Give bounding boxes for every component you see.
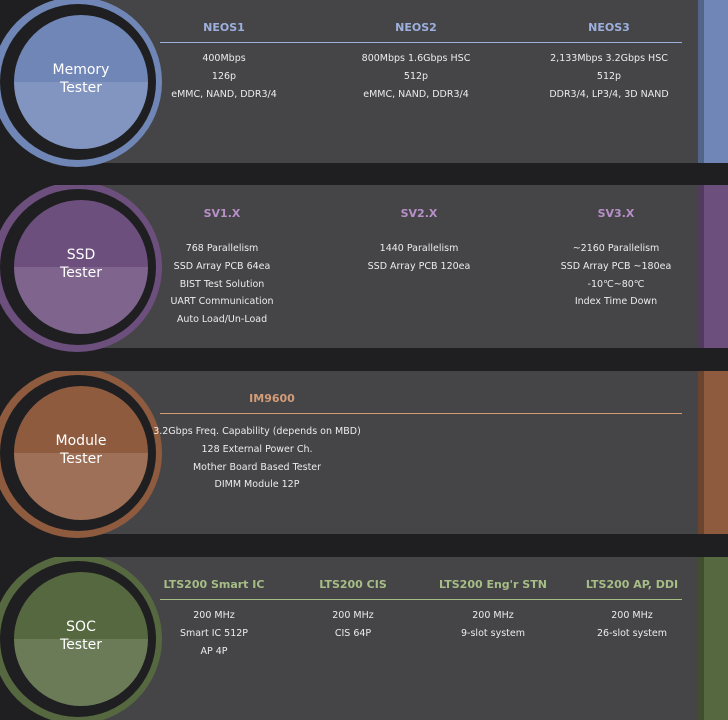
soc-tester-badge: SOC Tester <box>14 572 148 706</box>
spec-line: 200 MHz <box>472 610 514 621</box>
spec-line: Index Time Down <box>574 296 658 308</box>
lts200-smart-ic-column: LTS200 Smart IC 200 MHz Smart IC 512P AP… <box>139 576 289 660</box>
ssd-tester-panel <box>82 185 728 348</box>
ssd-tester-section: SSD Tester SV1.X 768 Parallelism SSD Arr… <box>0 185 728 371</box>
spec-line: BIST Test Solution <box>179 278 265 290</box>
neos2-column: NEOS2 800Mbps 1.6Gbps HSC 512p eMMC, NAN… <box>316 19 516 103</box>
spec-line: 128 External Power Ch. <box>201 443 313 455</box>
column-header: LTS200 CIS <box>319 578 387 591</box>
neos3-column: NEOS3 2,133Mbps 3.2Gbps HSC 512p DDR3/4,… <box>509 19 709 103</box>
badge-title-line2: Tester <box>60 80 102 96</box>
module-tester-panel <box>82 371 728 534</box>
lts200-cis-column: LTS200 CIS 200 MHz CIS 64P <box>278 576 428 643</box>
header-rule <box>160 413 682 414</box>
soc-accent-bar <box>698 557 728 720</box>
spec-line: 2,133Mbps 3.2Gbps HSC <box>550 53 668 64</box>
im9600-specs: 3.2Gbps Freq. Capability (depends on MBD… <box>142 423 372 494</box>
neos1-column: NEOS1 400Mbps 126p eMMC, NAND, DDR3/4 <box>124 19 324 103</box>
im9600-column: IM9600 <box>172 390 372 408</box>
spec-line: -10℃~80℃ <box>587 278 645 290</box>
spec-line: 512p <box>596 70 622 82</box>
module-accent-bar <box>698 371 728 534</box>
spec-line: 26-slot system <box>596 627 667 639</box>
soc-tester-panel <box>82 557 728 720</box>
spec-line: eMMC, NAND, DDR3/4 <box>363 88 469 100</box>
column-header: SV1.X <box>203 207 241 220</box>
badge-title-line2: Tester <box>60 265 102 281</box>
badge-title-line1: Memory <box>52 62 110 78</box>
badge-title-line1: SSD <box>66 247 96 263</box>
spec-line: 1440 Parallelism <box>379 243 459 254</box>
spec-line: SSD Array PCB 120ea <box>367 260 471 272</box>
spec-line: AP 4P <box>200 645 228 657</box>
spec-line: 768 Parallelism <box>185 243 259 254</box>
column-header: LTS200 AP, DDI <box>585 578 679 591</box>
module-tester-badge: Module Tester <box>14 386 148 520</box>
spec-line: ~2160 Parallelism <box>572 243 660 254</box>
badge-title-line2: Tester <box>60 451 102 467</box>
spec-line: DIMM Module 12P <box>214 479 300 491</box>
spec-line: 126p <box>211 70 237 82</box>
spec-line: Auto Load/Un-Load <box>176 314 268 326</box>
ssd-accent-bar <box>698 185 728 348</box>
spec-line: 3.2Gbps Freq. Capability (depends on MBD… <box>153 426 361 437</box>
column-header: IM9600 <box>249 392 295 405</box>
header-rule <box>160 42 682 43</box>
spec-line: CIS 64P <box>334 627 372 639</box>
memory-tester-badge: Memory Tester <box>14 15 148 149</box>
spec-line: 800Mbps 1.6Gbps HSC <box>361 53 471 64</box>
column-header: SV2.X <box>400 207 438 220</box>
badge-title-line1: Module <box>55 433 107 449</box>
spec-line: 9-slot system <box>461 627 525 639</box>
sv3-column: SV3.X ~2160 Parallelism SSD Array PCB ~1… <box>516 205 716 311</box>
spec-line: 512p <box>403 70 429 82</box>
spec-line: Smart IC 512P <box>179 627 249 639</box>
badge-title-line2: Tester <box>60 637 102 653</box>
spec-line: 200 MHz <box>193 610 235 621</box>
ssd-tester-badge: SSD Tester <box>14 200 148 334</box>
module-tester-section: Module Tester IM9600 3.2Gbps Freq. Capab… <box>0 371 728 557</box>
column-header: NEOS1 <box>203 21 245 34</box>
memory-tester-section: Memory Tester NEOS1 400Mbps 126p eMMC, N… <box>0 0 728 185</box>
badge-title-line1: SOC <box>66 619 96 635</box>
spec-line: eMMC, NAND, DDR3/4 <box>171 88 277 100</box>
spec-line: 200 MHz <box>611 610 653 621</box>
column-header: LTS200 Eng'r STN <box>439 578 547 591</box>
lts200-ap-ddi-column: LTS200 AP, DDI 200 MHz 26-slot system <box>557 576 707 643</box>
soc-tester-section: SOC Tester LTS200 Smart IC 200 MHz Smart… <box>0 557 728 720</box>
header-rule <box>160 599 682 600</box>
spec-line: DDR3/4, LP3/4, 3D NAND <box>549 88 669 100</box>
column-header: SV3.X <box>597 207 635 220</box>
memory-accent-bar <box>698 0 728 163</box>
column-header: LTS200 Smart IC <box>163 578 265 591</box>
sv2-column: SV2.X 1440 Parallelism SSD Array PCB 120… <box>319 205 519 276</box>
column-header: NEOS2 <box>395 21 437 34</box>
spec-line: 400Mbps <box>202 53 246 64</box>
column-header: NEOS3 <box>588 21 630 34</box>
memory-tester-panel <box>82 0 728 163</box>
spec-line: 200 MHz <box>332 610 374 621</box>
spec-line: Mother Board Based Tester <box>192 461 322 473</box>
spec-line: SSD Array PCB ~180ea <box>560 260 672 272</box>
spec-line: SSD Array PCB 64ea <box>173 260 271 272</box>
spec-line: UART Communication <box>170 296 274 308</box>
lts200-engr-stn-column: LTS200 Eng'r STN 200 MHz 9-slot system <box>418 576 568 643</box>
sv1-column: SV1.X 768 Parallelism SSD Array PCB 64ea… <box>122 205 322 329</box>
